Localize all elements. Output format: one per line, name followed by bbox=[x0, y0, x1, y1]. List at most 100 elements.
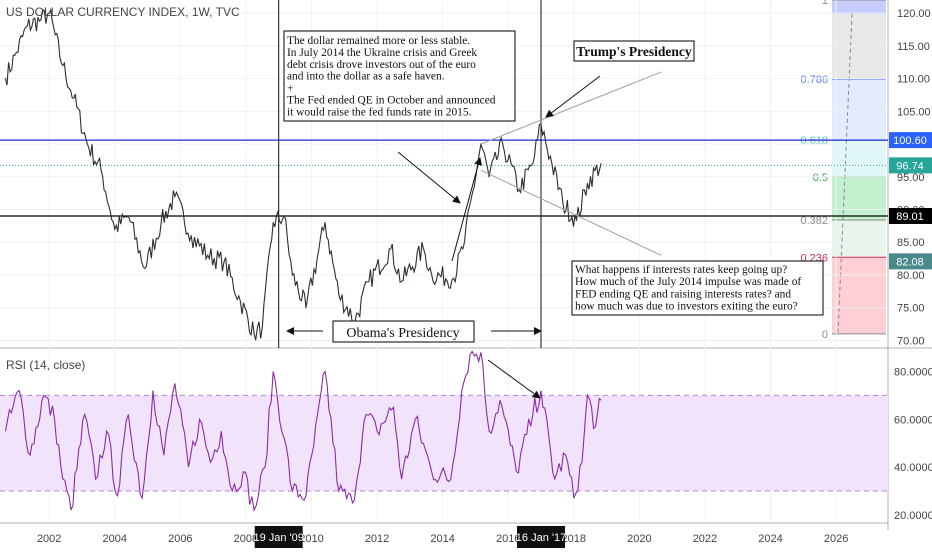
price-point-27 bbox=[367, 280, 370, 283]
main-y-tick-10: 70.00 bbox=[897, 335, 925, 347]
x-tick-3: 2008 bbox=[234, 533, 258, 545]
x-tick-7: 2016 bbox=[496, 533, 520, 545]
fib-label-3: 0.5 bbox=[813, 172, 828, 184]
fib-label-4: 0.382 bbox=[800, 215, 828, 227]
arrow-note-to-rally bbox=[397, 151, 461, 204]
annotation-line-0: The dollar remained more or less stable. bbox=[287, 35, 470, 47]
main-y-tick-5: 95.00 bbox=[897, 172, 925, 184]
rsi-y-tick-0: 80.0000 bbox=[894, 367, 932, 379]
x-tick-5: 2012 bbox=[365, 533, 389, 545]
main-y-tick-9: 75.00 bbox=[897, 303, 925, 315]
main-chart-title: US DOLLAR CURRENCY INDEX, 1W, TVC bbox=[6, 5, 240, 19]
fib-zone-1 bbox=[832, 79, 886, 141]
rsi-series-line bbox=[4, 350, 602, 512]
price-point-29 bbox=[400, 280, 403, 283]
price-point-39 bbox=[540, 123, 542, 126]
question-line-2: FED ending QE and raising interests rate… bbox=[575, 288, 791, 300]
price-point-16 bbox=[223, 260, 225, 263]
price-point-10 bbox=[127, 215, 130, 217]
trump-label-box bbox=[573, 40, 695, 62]
annotation-line-1: In July 2014 the Ukraine crisis and Gree… bbox=[287, 47, 477, 59]
price-point-35 bbox=[488, 175, 490, 178]
price-label-box-0 bbox=[889, 132, 932, 149]
price-point-13 bbox=[173, 195, 176, 198]
price-point-38 bbox=[531, 162, 534, 165]
price-point-36 bbox=[501, 143, 504, 145]
obama-label-box bbox=[332, 320, 475, 343]
annotation-line-2: debt crisis drove investors out of the e… bbox=[287, 59, 476, 71]
price-point-15 bbox=[206, 254, 209, 257]
fib-zone-top bbox=[832, 0, 886, 14]
rsi-y-tick-2: 40.0000 bbox=[894, 462, 932, 474]
x-tick-2: 2006 bbox=[168, 533, 192, 545]
x-tick-6: 2014 bbox=[430, 533, 454, 545]
fib-label-2: 0.618 bbox=[800, 135, 828, 147]
main-y-tick-2: 110.00 bbox=[897, 74, 930, 86]
price-point-18 bbox=[253, 333, 256, 335]
price-label-3: 82.08 bbox=[896, 256, 924, 268]
main-y-tick-0: 120.00 bbox=[897, 8, 931, 20]
date-marker-0: 19 Jan '09 bbox=[253, 532, 303, 544]
price-label-2: 89.01 bbox=[896, 211, 924, 223]
question-line-3: how much was due to investors exiting th… bbox=[575, 301, 798, 313]
price-point-5 bbox=[61, 64, 64, 67]
annotation-line-4: + bbox=[287, 83, 293, 95]
price-point-0 bbox=[4, 77, 7, 80]
price-point-2 bbox=[26, 25, 29, 28]
price-point-20 bbox=[272, 221, 275, 224]
trump-label: Trump's Presidency bbox=[576, 44, 692, 59]
price-point-31 bbox=[430, 274, 433, 276]
price-point-7 bbox=[86, 143, 89, 145]
question-box bbox=[571, 260, 824, 316]
price-point-32 bbox=[452, 277, 455, 280]
price-point-44 bbox=[600, 162, 603, 165]
x-tick-10: 2022 bbox=[693, 533, 717, 545]
price-point-1 bbox=[15, 51, 18, 54]
price-point-37 bbox=[518, 188, 521, 191]
main-y-tick-8: 80.00 bbox=[897, 270, 925, 282]
price-point-30 bbox=[422, 247, 425, 250]
price-point-25 bbox=[337, 293, 340, 296]
price-point-6 bbox=[72, 97, 75, 100]
price-point-21 bbox=[283, 215, 286, 217]
fib-zone-5 bbox=[832, 257, 886, 334]
x-tick-0: 2002 bbox=[37, 533, 61, 545]
x-tick-12: 2026 bbox=[824, 533, 848, 545]
fib-zone-3 bbox=[832, 176, 886, 220]
price-point-24 bbox=[324, 221, 327, 224]
obama-label: Obama's Presidency bbox=[346, 326, 459, 341]
fib-zone-4 bbox=[832, 219, 886, 258]
price-label-box-1 bbox=[889, 157, 932, 174]
price-point-43 bbox=[586, 182, 589, 185]
price-point-40 bbox=[551, 162, 553, 165]
channel-lower-line bbox=[480, 169, 662, 256]
arrow-to-trump-peak bbox=[545, 75, 601, 118]
x-tick-1: 2004 bbox=[103, 533, 127, 545]
price-point-22 bbox=[291, 274, 294, 276]
date-marker-box-0 bbox=[254, 526, 303, 548]
fib-label-1: 0.786 bbox=[800, 74, 828, 86]
question-line-1: How much of the July 2014 impulse was ma… bbox=[575, 276, 801, 288]
fib-label-0: 1 bbox=[822, 0, 828, 7]
price-point-8 bbox=[100, 169, 102, 172]
rsi-y-tick-1: 60.0000 bbox=[894, 414, 932, 426]
price-point-41 bbox=[561, 202, 564, 204]
question-line-0: What happens if interests rates keep goi… bbox=[575, 264, 787, 276]
annotation-line-5: The Fed ended QE in October and announce… bbox=[287, 95, 496, 107]
rsi-title: RSI (14, close) bbox=[6, 358, 85, 372]
price-label-1: 96.74 bbox=[896, 160, 924, 172]
annotation-line-6: it would raise the fed funds rate in 201… bbox=[287, 106, 472, 118]
price-point-23 bbox=[305, 306, 307, 309]
fib-zone-2 bbox=[832, 140, 886, 177]
price-point-14 bbox=[190, 234, 193, 237]
price-point-3 bbox=[40, 18, 42, 21]
rsi-y-tick-3: 20.0000 bbox=[894, 510, 932, 522]
annotation-box bbox=[283, 30, 516, 122]
rsi-band-fill bbox=[0, 395, 888, 491]
price-point-9 bbox=[113, 228, 116, 231]
price-label-box-2 bbox=[889, 207, 932, 224]
annotation-line-3: and into the dollar as a safe haven. bbox=[287, 71, 445, 83]
x-tick-4: 2010 bbox=[299, 533, 323, 545]
